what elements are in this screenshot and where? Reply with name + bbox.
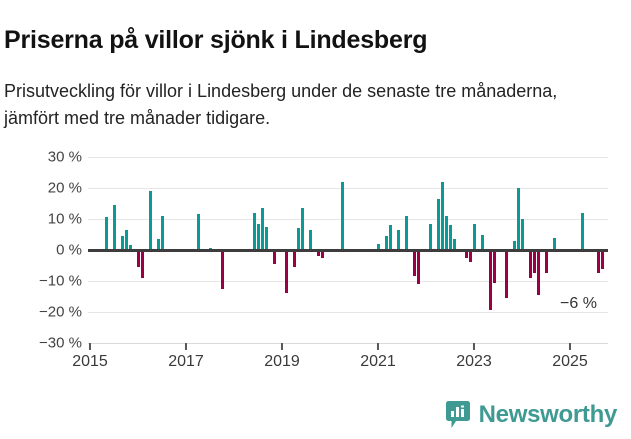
bar bbox=[436, 198, 440, 250]
bar bbox=[296, 228, 300, 250]
bar bbox=[396, 229, 400, 250]
bar bbox=[316, 250, 320, 257]
bar bbox=[472, 223, 476, 250]
plot-area: −6 % bbox=[88, 157, 608, 344]
x-axis-line bbox=[88, 343, 608, 344]
bar bbox=[404, 215, 408, 250]
x-axis: 2015 2017 2019 2021 2023 2025 bbox=[72, 343, 608, 383]
bar bbox=[544, 250, 548, 274]
gridline bbox=[88, 188, 608, 189]
bar bbox=[520, 219, 524, 250]
bar bbox=[468, 250, 472, 263]
bar bbox=[452, 239, 456, 250]
bar bbox=[272, 250, 276, 264]
y-axis-tick-label: 10 % bbox=[47, 210, 82, 228]
y-axis-tick-label: 0 % bbox=[56, 241, 82, 259]
bar bbox=[416, 250, 420, 285]
x-axis-tick-label: 2023 bbox=[456, 353, 492, 370]
gridline bbox=[88, 219, 608, 220]
bar bbox=[376, 243, 380, 250]
value-annotation: −6 % bbox=[560, 294, 597, 312]
bar bbox=[120, 236, 124, 250]
x-axis-tick bbox=[89, 343, 91, 350]
x-axis-tick bbox=[185, 343, 187, 350]
x-axis-tick bbox=[569, 343, 571, 350]
bar bbox=[412, 250, 416, 277]
bar bbox=[580, 212, 584, 250]
bar bbox=[388, 225, 392, 250]
y-axis-tick-label: −30 % bbox=[39, 334, 82, 352]
bar-series bbox=[88, 157, 608, 343]
y-axis-tick-label: 30 % bbox=[47, 148, 82, 166]
gridline bbox=[88, 312, 608, 313]
bar bbox=[136, 250, 140, 268]
x-axis-tick-label: 2025 bbox=[552, 353, 588, 370]
bar bbox=[320, 250, 324, 258]
x-axis-tick bbox=[281, 343, 283, 350]
bar bbox=[428, 223, 432, 250]
bar bbox=[156, 239, 160, 250]
bar bbox=[528, 250, 532, 278]
bar bbox=[448, 225, 452, 250]
y-axis-tick-label: 20 % bbox=[47, 179, 82, 197]
brand-name: Newsworthy bbox=[478, 401, 618, 428]
x-axis-tick bbox=[473, 343, 475, 350]
gridline bbox=[88, 157, 608, 158]
bar bbox=[504, 250, 508, 299]
bar bbox=[480, 234, 484, 250]
bar bbox=[112, 205, 116, 250]
bar bbox=[516, 188, 520, 250]
bar bbox=[488, 250, 492, 311]
footer-logo: Newsworthy bbox=[445, 401, 617, 429]
zero-line bbox=[88, 249, 608, 252]
gridline bbox=[88, 281, 608, 282]
x-axis-tick-label: 2015 bbox=[72, 353, 108, 370]
y-axis-tick-label: −10 % bbox=[39, 272, 82, 290]
bar-chart-speech-bubble-icon bbox=[445, 401, 470, 428]
page-title: Priserna på villor sjönk i Lindesberg bbox=[4, 25, 428, 54]
bar bbox=[340, 181, 344, 250]
y-axis-labels: 30 % 20 % 10 % 0 % −10 % −20 % −30 % bbox=[0, 149, 82, 352]
bar bbox=[196, 214, 200, 250]
x-axis-tick-label: 2019 bbox=[264, 353, 300, 370]
y-axis-tick-label: −20 % bbox=[39, 303, 82, 321]
bar bbox=[220, 250, 224, 289]
bar bbox=[596, 250, 600, 274]
bar bbox=[532, 250, 536, 274]
bar bbox=[160, 215, 164, 250]
bar bbox=[284, 250, 288, 294]
bar bbox=[464, 250, 468, 258]
bar bbox=[292, 250, 296, 268]
bar bbox=[552, 237, 556, 250]
bar bbox=[440, 181, 444, 250]
bar bbox=[444, 215, 448, 250]
bar-chart: 30 % 20 % 10 % 0 % −10 % −20 % −30 % −6 % 2015… bbox=[0, 140, 631, 390]
x-axis-tick-label: 2021 bbox=[360, 353, 396, 370]
bar bbox=[600, 250, 604, 269]
bar bbox=[124, 229, 128, 250]
bar bbox=[140, 250, 144, 278]
bar bbox=[308, 229, 312, 250]
bar bbox=[148, 191, 152, 250]
bar bbox=[252, 212, 256, 250]
bar bbox=[104, 217, 108, 250]
x-axis-tick-label: 2017 bbox=[168, 353, 204, 370]
bar bbox=[300, 208, 304, 250]
x-axis-tick bbox=[377, 343, 379, 350]
bar bbox=[492, 250, 496, 283]
bar bbox=[536, 250, 540, 295]
bar bbox=[384, 236, 388, 250]
bar bbox=[128, 245, 132, 250]
bar bbox=[260, 208, 264, 250]
bar bbox=[256, 223, 260, 250]
page-subtitle: Prisutveckling för villor i Lindesberg u… bbox=[4, 81, 558, 128]
bar bbox=[512, 240, 516, 250]
bar bbox=[264, 226, 268, 250]
